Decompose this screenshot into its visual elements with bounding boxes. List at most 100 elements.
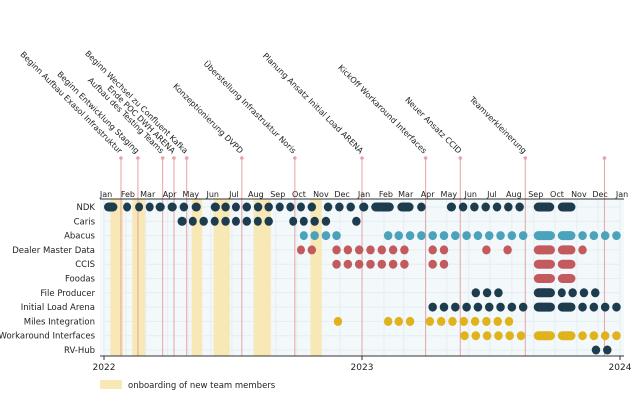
activity-segment xyxy=(231,216,240,226)
activity-segment xyxy=(533,302,555,312)
row-label: Caris xyxy=(74,217,96,227)
activity-segment xyxy=(471,288,481,298)
activity-segment xyxy=(388,245,398,255)
activity-segment xyxy=(533,231,555,241)
activity-segment xyxy=(600,331,610,341)
month-tick-label: Oct xyxy=(292,190,306,199)
time-axis: Jan Feb Mar Apr May Jun Jul Aug Sep Oct Nov Dec Jan F… xyxy=(93,190,632,373)
milestone-marker xyxy=(184,156,189,160)
activity-segment xyxy=(557,274,576,283)
year-tick-label: 2022 xyxy=(93,363,116,373)
activity-segment xyxy=(264,216,273,226)
activity-segment xyxy=(612,302,621,312)
activity-segment xyxy=(104,202,118,212)
activity-segment xyxy=(482,245,491,255)
activity-segment xyxy=(518,231,528,241)
row-label: Foodas xyxy=(65,275,96,285)
activity-segment xyxy=(354,245,364,255)
activity-segment xyxy=(199,216,208,226)
activity-segment xyxy=(332,245,341,255)
activity-segment xyxy=(400,259,409,269)
month-tick-label: Jun xyxy=(205,190,219,199)
activity-segment xyxy=(557,202,576,212)
activity-segment xyxy=(557,288,566,298)
activity-segment xyxy=(352,216,361,226)
activity-segments xyxy=(104,202,621,355)
activity-segment xyxy=(470,316,480,326)
activity-segment xyxy=(377,245,387,255)
activity-segment xyxy=(332,259,341,269)
activity-segment xyxy=(482,316,491,326)
activity-segment xyxy=(191,202,201,212)
activity-segment xyxy=(578,331,587,341)
activity-segment xyxy=(428,259,437,269)
activity-segment xyxy=(366,245,375,255)
activity-segment xyxy=(470,202,479,212)
activity-segment xyxy=(507,302,517,312)
activity-segment xyxy=(366,259,375,269)
milestone-marker xyxy=(523,156,528,160)
activity-segment xyxy=(346,202,355,212)
activity-segment xyxy=(612,331,621,341)
activity-segment xyxy=(135,202,144,212)
activity-segment xyxy=(397,202,414,212)
activity-segment xyxy=(493,316,502,326)
year-tick-label: 2023 xyxy=(351,363,374,373)
month-tick-label: Feb xyxy=(379,190,393,199)
onboarding-band xyxy=(132,199,145,356)
month-tick-label: Mar xyxy=(140,190,156,199)
activity-segment xyxy=(578,231,587,241)
activity-segment xyxy=(179,202,189,212)
legend-label: onboarding of new team members xyxy=(128,381,276,391)
activity-segment xyxy=(343,245,353,255)
activity-segment xyxy=(299,216,308,226)
activity-segment xyxy=(482,331,492,341)
row-labels: NDK Caris Abacus Dealer Master Data CCIS Food… xyxy=(0,203,96,356)
month-tick-label: Mar xyxy=(398,190,414,199)
month-tick-label: May xyxy=(441,190,458,199)
row-label: Workaround Interfaces xyxy=(0,332,96,342)
activity-segment xyxy=(533,288,555,298)
activity-segment xyxy=(448,316,457,326)
activity-segment xyxy=(439,259,449,269)
activity-segment xyxy=(332,231,341,241)
row-label: CCIS xyxy=(75,260,95,270)
activity-segment xyxy=(612,231,621,241)
milestone-marker xyxy=(458,156,463,160)
onboarding-band xyxy=(191,199,203,356)
activity-segment xyxy=(446,202,457,212)
activity-segment xyxy=(242,202,252,212)
row-label: Abacus xyxy=(64,232,95,242)
activity-segment xyxy=(471,331,481,341)
activity-segment xyxy=(533,274,555,283)
activity-segment xyxy=(299,231,308,241)
milestone-marker xyxy=(602,156,607,160)
activity-segment xyxy=(578,245,587,255)
activity-segment xyxy=(371,202,394,212)
activity-segment xyxy=(210,202,220,212)
row-label: Miles Integration xyxy=(24,317,95,327)
activity-segment xyxy=(516,331,526,341)
month-tick-label: Jun xyxy=(463,190,477,199)
activity-segment xyxy=(557,302,576,312)
onboarding-band xyxy=(110,199,124,356)
activity-segment xyxy=(515,202,524,212)
activity-segment xyxy=(333,316,343,326)
month-tick-label: Sep xyxy=(270,190,285,199)
milestone-marker xyxy=(172,156,176,160)
onboarding-band xyxy=(310,199,322,356)
activity-segment xyxy=(451,302,460,312)
activity-segment xyxy=(275,202,284,212)
month-tick-label: Jan xyxy=(615,190,628,199)
milestone-marker xyxy=(119,156,123,160)
month-tick-label: Jan xyxy=(357,190,370,199)
activity-segment xyxy=(428,302,437,312)
onboarding-band xyxy=(213,199,230,356)
activity-segment xyxy=(321,231,331,241)
activity-segment xyxy=(383,316,393,326)
milestone-marker xyxy=(360,156,364,160)
activity-segment xyxy=(557,245,576,255)
activity-segment xyxy=(296,245,305,255)
activity-segment xyxy=(459,316,469,326)
activity-segment xyxy=(264,202,273,212)
